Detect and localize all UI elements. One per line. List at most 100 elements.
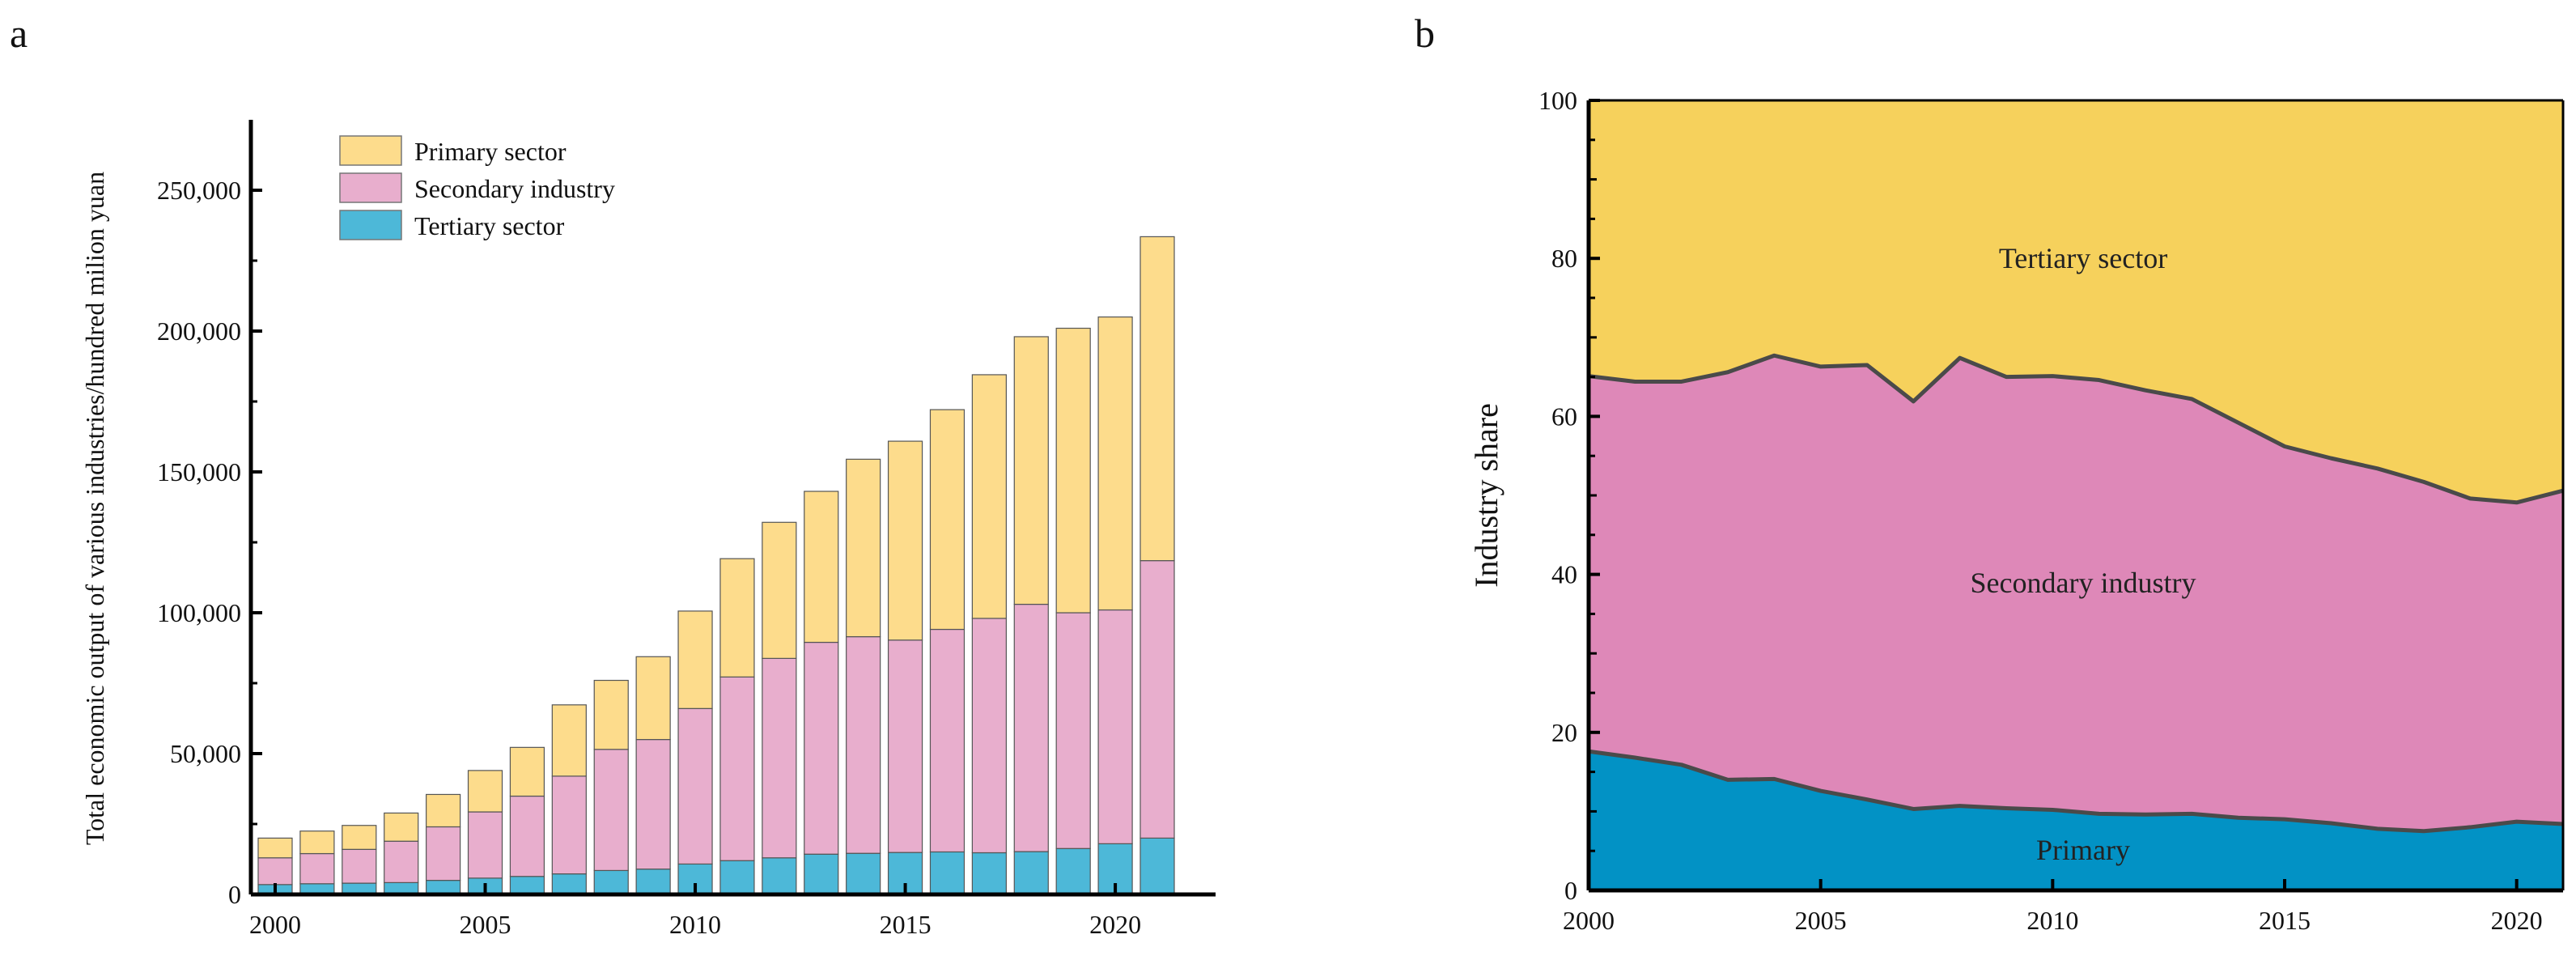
legend: Primary sector Secondary industry Tertiary…	[339, 135, 615, 240]
x-tick-label: 2015	[880, 910, 932, 939]
bar-segment	[635, 656, 671, 741]
x-ticks: 2000 2005 2010 2015 2020	[249, 883, 1141, 939]
bar-segment	[384, 812, 419, 842]
bar-segment	[635, 869, 671, 895]
x-tick-label: 2010	[2026, 906, 2078, 935]
bar-segment	[804, 641, 839, 855]
bar-segment	[971, 374, 1007, 619]
bar-segment	[1013, 336, 1049, 605]
y-axis-title: Total economic output of various industr…	[80, 172, 109, 845]
area-chart-panel: 0 20 40 60 80 100 2000 2005 2010 2015 2020 Indust…	[1468, 86, 2565, 935]
bar-segment	[762, 521, 797, 659]
bar-segment	[426, 793, 461, 828]
bar-segment	[1097, 609, 1133, 844]
bar-segment	[342, 848, 377, 884]
panel-a-label: a	[10, 11, 28, 56]
bar-segment	[929, 628, 965, 853]
bar-segment	[719, 860, 755, 895]
bar-segment	[887, 440, 923, 641]
bar-segment	[677, 707, 713, 865]
y-tick-label: 100	[1538, 86, 1577, 115]
legend-label: Primary sector	[414, 137, 567, 166]
legend-label: Secondary industry	[414, 174, 615, 203]
y-tick-label: 40	[1551, 560, 1577, 589]
bar-segment	[551, 775, 587, 875]
y-tick-label: 200,000	[157, 316, 241, 346]
bar-segment	[299, 852, 335, 885]
x-tick-label: 2010	[669, 910, 721, 939]
bar-segment	[509, 876, 545, 895]
legend-swatch	[339, 172, 402, 203]
area-labels: Primary Secondary industry Tertiary sector	[1971, 242, 2196, 866]
bar-segment	[257, 857, 293, 886]
bar-segment	[1055, 327, 1091, 614]
bar-segment	[467, 811, 503, 879]
legend-swatch	[339, 135, 402, 166]
bar-segment	[804, 853, 839, 895]
bar-segment	[1139, 560, 1175, 839]
bar-segment	[719, 558, 755, 678]
bar-segment	[1139, 837, 1175, 895]
x-ticks: 2000 2005 2010 2015 2020	[1563, 879, 2543, 935]
bar-segment	[762, 657, 797, 859]
bar-segment	[1139, 236, 1175, 562]
bar-segment	[635, 738, 671, 870]
y-ticks: 0 50,000 100,000 150,000 200,000 250,000	[157, 176, 262, 909]
bar-segment	[342, 825, 377, 850]
x-tick-label: 2020	[1089, 910, 1141, 939]
bar-segment	[426, 826, 461, 881]
legend-swatch	[339, 210, 402, 240]
bar-segment	[971, 852, 1007, 895]
bar-segment	[257, 837, 293, 859]
bar-segment	[929, 409, 965, 631]
area-label: Tertiary sector	[1999, 242, 2167, 274]
y-tick-label: 100,000	[157, 598, 241, 627]
bar-segment	[677, 610, 713, 709]
bar-segment	[467, 770, 503, 813]
x-tick-label: 2000	[249, 910, 301, 939]
y-tick-label: 0	[228, 880, 241, 909]
bar-segment	[384, 840, 419, 883]
bar-segment	[846, 458, 881, 638]
y-tick-label: 80	[1551, 244, 1577, 273]
bar-segment	[804, 491, 839, 644]
bar-segment	[1055, 612, 1091, 849]
area-label: Secondary industry	[1971, 567, 2196, 599]
bar-segment	[551, 873, 587, 895]
area-group	[1588, 99, 2565, 890]
bar-stack-group	[257, 236, 1175, 895]
legend-label: Tertiary sector	[414, 211, 565, 240]
y-axis-title: Industry share	[1468, 403, 1504, 588]
area-boundary-line	[1588, 749, 2564, 834]
y-tick-label: 250,000	[157, 176, 241, 205]
area-label: Primary	[2036, 834, 2130, 866]
y-tick-label: 60	[1551, 401, 1577, 431]
x-tick-label: 2020	[2491, 906, 2543, 935]
area-boundary-line	[1588, 353, 2564, 505]
y-ticks: 0 20 40 60 80 100	[1538, 86, 1600, 905]
x-tick-label: 2000	[1563, 906, 1615, 935]
area-band	[1589, 751, 2563, 890]
bar-segment	[509, 795, 545, 877]
bar-segment	[509, 746, 545, 797]
bar-segment	[426, 879, 461, 895]
bar-segment	[1013, 851, 1049, 895]
bar-chart-axes	[248, 120, 1216, 897]
panel-b-label: b	[1415, 11, 1435, 56]
x-tick-label: 2015	[2259, 906, 2311, 935]
bar-segment	[846, 852, 881, 895]
bar-segment	[593, 679, 629, 750]
bar-segment	[551, 704, 587, 777]
bar-segment	[929, 851, 965, 895]
bar-segment	[1013, 603, 1049, 852]
y-tick-label: 50,000	[170, 739, 241, 768]
bar-segment	[719, 676, 755, 861]
bar-segment	[593, 749, 629, 872]
y-tick-label: 20	[1551, 718, 1577, 747]
area-band	[1589, 355, 2563, 831]
bar-segment	[299, 830, 335, 855]
x-tick-label: 2005	[1795, 906, 1847, 935]
x-tick-label: 2005	[460, 910, 511, 939]
bar-segment	[846, 635, 881, 854]
